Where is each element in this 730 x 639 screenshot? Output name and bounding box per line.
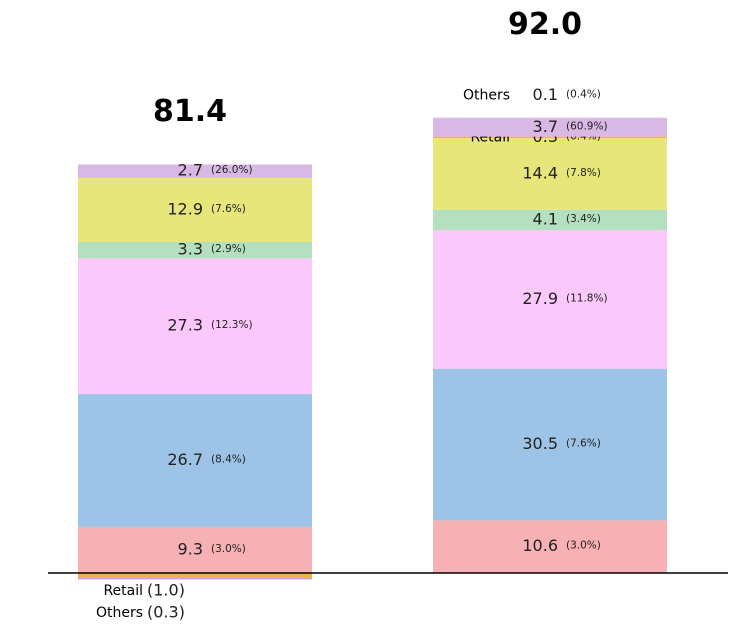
bar-segment xyxy=(78,241,312,259)
bar-segment xyxy=(78,577,312,580)
bar-segment xyxy=(433,230,667,369)
value-label: 30.5 xyxy=(522,434,558,453)
bar-segment xyxy=(433,520,667,573)
bar-segment xyxy=(433,209,667,231)
growth-label: (8.4%) xyxy=(211,453,246,465)
growth-label: (3.0%) xyxy=(211,543,246,555)
bar-segment xyxy=(78,177,312,242)
bar-segment xyxy=(433,136,667,139)
growth-label: (3.0%) xyxy=(566,540,601,552)
growth-label: (7.6%) xyxy=(211,203,246,215)
bar-segment xyxy=(78,164,312,178)
value-label: 12.9 xyxy=(167,199,203,218)
growth-label: (2.9%) xyxy=(211,243,246,255)
total-label: 81.4 xyxy=(153,94,227,129)
series-name: Others xyxy=(96,605,143,621)
value-label: (1.0) xyxy=(147,581,185,600)
bar-segment xyxy=(433,117,667,119)
bar-segment xyxy=(433,138,667,210)
value-label: 14.4 xyxy=(522,163,558,182)
value-label: 4.1 xyxy=(533,209,558,228)
growth-label: (26.0%) xyxy=(211,164,253,176)
bar-segment xyxy=(78,573,312,578)
bar-segment xyxy=(78,526,312,573)
growth-label: (7.6%) xyxy=(566,438,601,450)
growth-label: (12.3%) xyxy=(211,319,253,331)
total-label: 92.0 xyxy=(508,7,582,42)
value-label: 10.6 xyxy=(522,536,558,555)
series-name: Retail xyxy=(103,583,143,599)
value-label: 3.3 xyxy=(178,240,203,259)
growth-label: (7.8%) xyxy=(566,167,601,179)
growth-label: (11.8%) xyxy=(566,292,608,304)
value-label: 27.3 xyxy=(167,316,203,335)
value-label: (0.3) xyxy=(147,603,185,622)
growth-label: (60.9%) xyxy=(566,120,608,132)
bar-segment xyxy=(78,258,312,395)
bar-segment xyxy=(78,394,312,527)
value-label: 26.7 xyxy=(167,450,203,469)
value-label: 27.9 xyxy=(522,289,558,308)
value-label: 9.3 xyxy=(178,539,203,558)
growth-label: (0.4%) xyxy=(566,89,601,101)
bar-segment xyxy=(433,118,667,137)
value-label: 3.7 xyxy=(533,117,558,136)
value-label: 0.1 xyxy=(533,85,558,104)
bar-segment xyxy=(433,368,667,521)
series-name: Others xyxy=(463,88,510,104)
growth-label: (3.4%) xyxy=(566,213,601,225)
value-label: 2.7 xyxy=(178,161,203,180)
